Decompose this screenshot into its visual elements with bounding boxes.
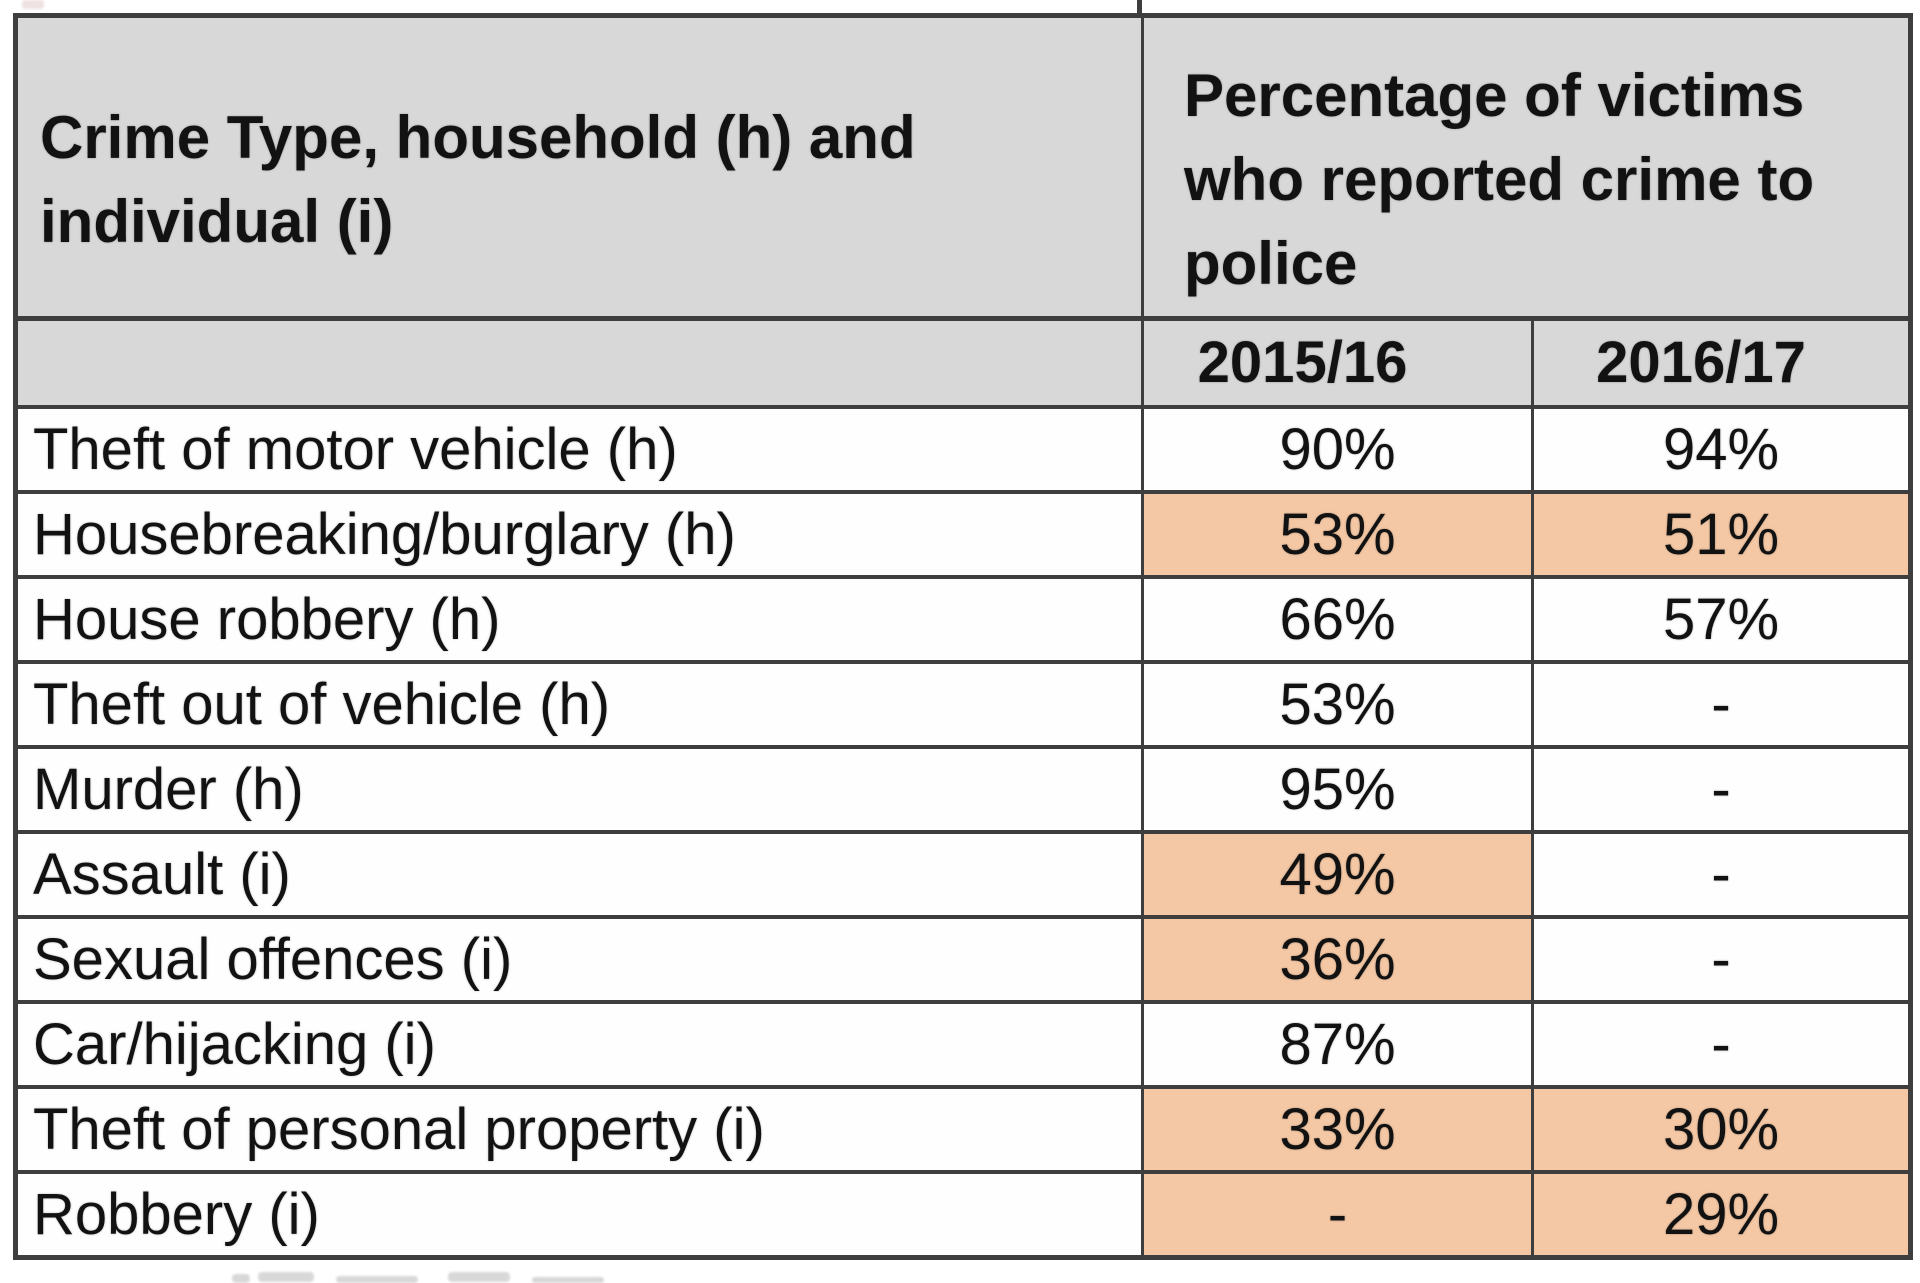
crime-type-cell: Assault (i) bbox=[14, 830, 1144, 919]
header-year-2015-16: 2015/16 bbox=[1141, 316, 1534, 409]
table-row: Housebreaking/burglary (h) 53% 51% bbox=[14, 490, 1912, 579]
crime-type-cell: Theft of personal property (i) bbox=[14, 1085, 1144, 1174]
value-2015-16-cell: - bbox=[1141, 1170, 1534, 1259]
value-2015-16-cell: 87% bbox=[1141, 1000, 1534, 1089]
table-row: Assault (i) 49% - bbox=[14, 830, 1912, 919]
value-2016-17-cell: - bbox=[1531, 830, 1912, 919]
crime-type-cell: House robbery (h) bbox=[14, 575, 1144, 664]
value-2016-17-cell: 57% bbox=[1531, 575, 1912, 664]
value-2016-17-cell: 29% bbox=[1531, 1170, 1912, 1259]
header-row-main: Crime Type, household (h) and individual… bbox=[14, 13, 1912, 321]
value-2015-16-cell: 36% bbox=[1141, 915, 1534, 1004]
crime-type-cell: Robbery (i) bbox=[14, 1170, 1144, 1259]
value-2015-16-cell: 95% bbox=[1141, 745, 1534, 834]
header-percentage-line2: who reported crime to bbox=[1184, 146, 1815, 213]
cutoff-text-artifact bbox=[532, 1277, 604, 1283]
value-2015-16-cell: 90% bbox=[1141, 405, 1534, 494]
value-2015-16-cell: 53% bbox=[1141, 490, 1534, 579]
value-2016-17-cell: 51% bbox=[1531, 490, 1912, 579]
value-2015-16-cell: 49% bbox=[1141, 830, 1534, 919]
table-body: Theft of motor vehicle (h) 90% 94% House… bbox=[14, 405, 1912, 1259]
cutoff-text-artifact bbox=[258, 1272, 314, 1282]
scan-smudge-artifact bbox=[22, 0, 44, 9]
header-crime-type: Crime Type, household (h) and individual… bbox=[14, 13, 1144, 321]
table-row: Car/hijacking (i) 87% - bbox=[14, 1000, 1912, 1089]
table-row: House robbery (h) 66% 57% bbox=[14, 575, 1912, 664]
header-year-2016-17: 2016/17 bbox=[1531, 316, 1912, 409]
value-2016-17-cell: 30% bbox=[1531, 1085, 1912, 1174]
value-2016-17-cell: - bbox=[1531, 745, 1912, 834]
table-row: Murder (h) 95% - bbox=[14, 745, 1912, 834]
crime-type-cell: Theft of motor vehicle (h) bbox=[14, 405, 1144, 494]
crime-type-cell: Car/hijacking (i) bbox=[14, 1000, 1144, 1089]
header-percentage-line3: police bbox=[1184, 230, 1358, 297]
value-2015-16-cell: 53% bbox=[1141, 660, 1534, 749]
crime-report-table: Crime Type, household (h) and individual… bbox=[13, 13, 1913, 1260]
header-crime-type-line2: individual (i) bbox=[40, 188, 394, 255]
table-row: Theft out of vehicle (h) 53% - bbox=[14, 660, 1912, 749]
crime-type-cell: Theft out of vehicle (h) bbox=[14, 660, 1144, 749]
crime-type-cell: Sexual offences (i) bbox=[14, 915, 1144, 1004]
value-2016-17-cell: - bbox=[1531, 1000, 1912, 1089]
table-row: Theft of personal property (i) 33% 30% bbox=[14, 1085, 1912, 1174]
header-row-years: 2015/16 2016/17 bbox=[14, 316, 1912, 409]
header-empty-cell bbox=[14, 316, 1144, 409]
cutoff-text-artifact bbox=[232, 1274, 250, 1283]
table-row: Sexual offences (i) 36% - bbox=[14, 915, 1912, 1004]
crime-type-cell: Murder (h) bbox=[14, 745, 1144, 834]
cutoff-text-artifact bbox=[336, 1276, 418, 1283]
column-border-artifact bbox=[1137, 0, 1142, 17]
table-row: Theft of motor vehicle (h) 90% 94% bbox=[14, 405, 1912, 494]
header-crime-type-line1: Crime Type, household (h) and bbox=[40, 104, 916, 171]
value-2016-17-cell: 94% bbox=[1531, 405, 1912, 494]
header-percentage-line1: Percentage of victims bbox=[1184, 62, 1805, 129]
cutoff-text-artifact bbox=[448, 1272, 510, 1282]
crime-type-cell: Housebreaking/burglary (h) bbox=[14, 490, 1144, 579]
value-2015-16-cell: 66% bbox=[1141, 575, 1534, 664]
header-percentage-reported: Percentage of victims who reported crime… bbox=[1141, 13, 1912, 321]
value-2016-17-cell: - bbox=[1531, 915, 1912, 1004]
value-2015-16-cell: 33% bbox=[1141, 1085, 1534, 1174]
value-2016-17-cell: - bbox=[1531, 660, 1912, 749]
table-row: Robbery (i) - 29% bbox=[14, 1170, 1912, 1259]
